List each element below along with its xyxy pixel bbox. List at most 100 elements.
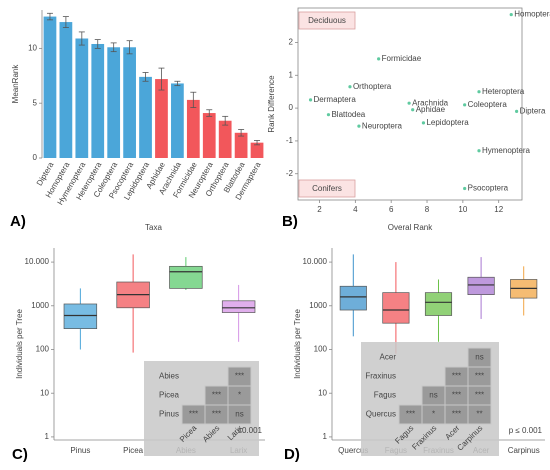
annotation: Deciduous <box>308 16 346 25</box>
point-label: Aphidae <box>416 105 446 114</box>
x-axis-label: Taxa <box>145 223 162 232</box>
panel-label: D) <box>284 446 300 463</box>
bar <box>250 142 264 158</box>
annotation: Conifers <box>312 184 342 193</box>
point <box>326 113 331 117</box>
p-note: ≤0.001 <box>238 426 263 435</box>
y-tick-label: 10.000 <box>25 257 50 266</box>
inset-cell-text: *** <box>406 410 415 419</box>
point <box>463 103 467 107</box>
y-axis-label: Individuals per Tree <box>293 309 302 379</box>
x-tick-label: Picea <box>123 446 144 455</box>
point-label: Heteroptera <box>482 87 525 96</box>
box <box>221 300 256 313</box>
x-tick-label: Pinus <box>70 446 90 455</box>
y-tick-label: 10 <box>318 388 327 397</box>
x-tick-label: 10 <box>458 205 467 214</box>
y-tick-label: 10.000 <box>303 257 328 266</box>
inset-cell-text: *** <box>475 372 484 381</box>
inset-cell <box>227 404 252 425</box>
bar <box>43 16 57 159</box>
y-tick-label: 1000 <box>31 301 49 310</box>
x-tick-label: 2 <box>317 205 322 214</box>
box <box>339 285 367 311</box>
inset-row-label: Quercus <box>366 410 396 419</box>
panel-label: A) <box>10 213 26 230</box>
y-tick-label: 1000 <box>309 301 327 310</box>
point <box>411 108 415 112</box>
y-tick-label: 1 <box>323 432 328 441</box>
y-tick-label: 0 <box>289 103 294 112</box>
inset-cell-text: *** <box>189 410 198 419</box>
point-label: Neuroptera <box>362 121 403 130</box>
x-axis-label: Overal Rank <box>388 223 433 232</box>
box <box>63 303 98 329</box>
y-tick-label: 2 <box>289 38 294 47</box>
plot-frame <box>297 7 523 201</box>
bar <box>218 120 232 158</box>
y-tick-label: 10 <box>28 43 37 52</box>
point-label: Blattodea <box>331 110 365 119</box>
inset-cell-text: *** <box>452 391 461 400</box>
point-label: Coleoptera <box>468 100 508 109</box>
x-tick-label: 6 <box>389 205 394 214</box>
annotation-box <box>298 179 356 198</box>
point-label: Psocoptera <box>468 184 509 193</box>
point <box>515 109 519 113</box>
p-note: p ≤ 0.001 <box>509 426 543 435</box>
inset-cell-text: ns <box>475 353 483 362</box>
inset-cell-text: * <box>432 410 435 419</box>
x-tick-label: 12 <box>494 205 503 214</box>
y-tick-label: 5 <box>33 98 38 107</box>
box <box>424 292 453 316</box>
point <box>308 98 313 102</box>
point-label: Homoptera <box>514 10 550 19</box>
inset-cell-text: *** <box>452 372 461 381</box>
y-tick-label: 1 <box>45 432 50 441</box>
inset-row-label: Abies <box>159 372 179 381</box>
point <box>357 124 361 128</box>
y-axis-label: Individuals per Tree <box>15 309 24 379</box>
point-label: Hymenoptera <box>482 146 531 155</box>
point <box>377 57 381 61</box>
panel-label: B) <box>282 213 298 230</box>
inset-cell-text: * <box>238 391 241 400</box>
point <box>509 12 513 17</box>
bar <box>171 83 184 158</box>
point-label: Diptera <box>520 106 546 115</box>
inset-cell <box>467 404 492 425</box>
bar <box>155 79 168 158</box>
bar <box>75 38 89 158</box>
inset-row-label: Fagus <box>374 391 396 400</box>
box <box>169 265 203 289</box>
y-tick-label: 10 <box>40 388 49 397</box>
y-tick-label: 1 <box>289 70 294 79</box>
inset-cell-text: ns <box>429 391 437 400</box>
panel-label: C) <box>12 446 28 463</box>
point-label: Dermaptera <box>314 95 357 104</box>
inset-cell-text: *** <box>212 410 221 419</box>
inset-cell-text: *** <box>475 391 484 400</box>
bar <box>107 47 121 158</box>
point <box>463 186 467 191</box>
y-tick-label: 0 <box>33 153 38 162</box>
y-tick-label: -1 <box>286 136 294 145</box>
annotation-box <box>298 11 356 30</box>
bar <box>91 43 105 158</box>
inset-row-label: Acer <box>380 353 397 362</box>
point <box>348 85 352 89</box>
point <box>477 149 481 153</box>
inset-row-label: Fraxinus <box>365 372 396 381</box>
x-tick-label: 4 <box>353 205 358 214</box>
point-label: Formicidae <box>382 54 422 63</box>
point-label: Orthoptera <box>353 82 392 91</box>
inset-cell-text: *** <box>235 372 244 381</box>
inset-row-label: Picea <box>159 391 180 400</box>
inset-cell-text: ** <box>476 410 482 419</box>
y-tick-label: 100 <box>36 345 50 354</box>
bar <box>123 47 136 158</box>
point <box>477 90 481 94</box>
point <box>421 121 426 125</box>
x-tick-label: Carpinus <box>508 446 540 455</box>
